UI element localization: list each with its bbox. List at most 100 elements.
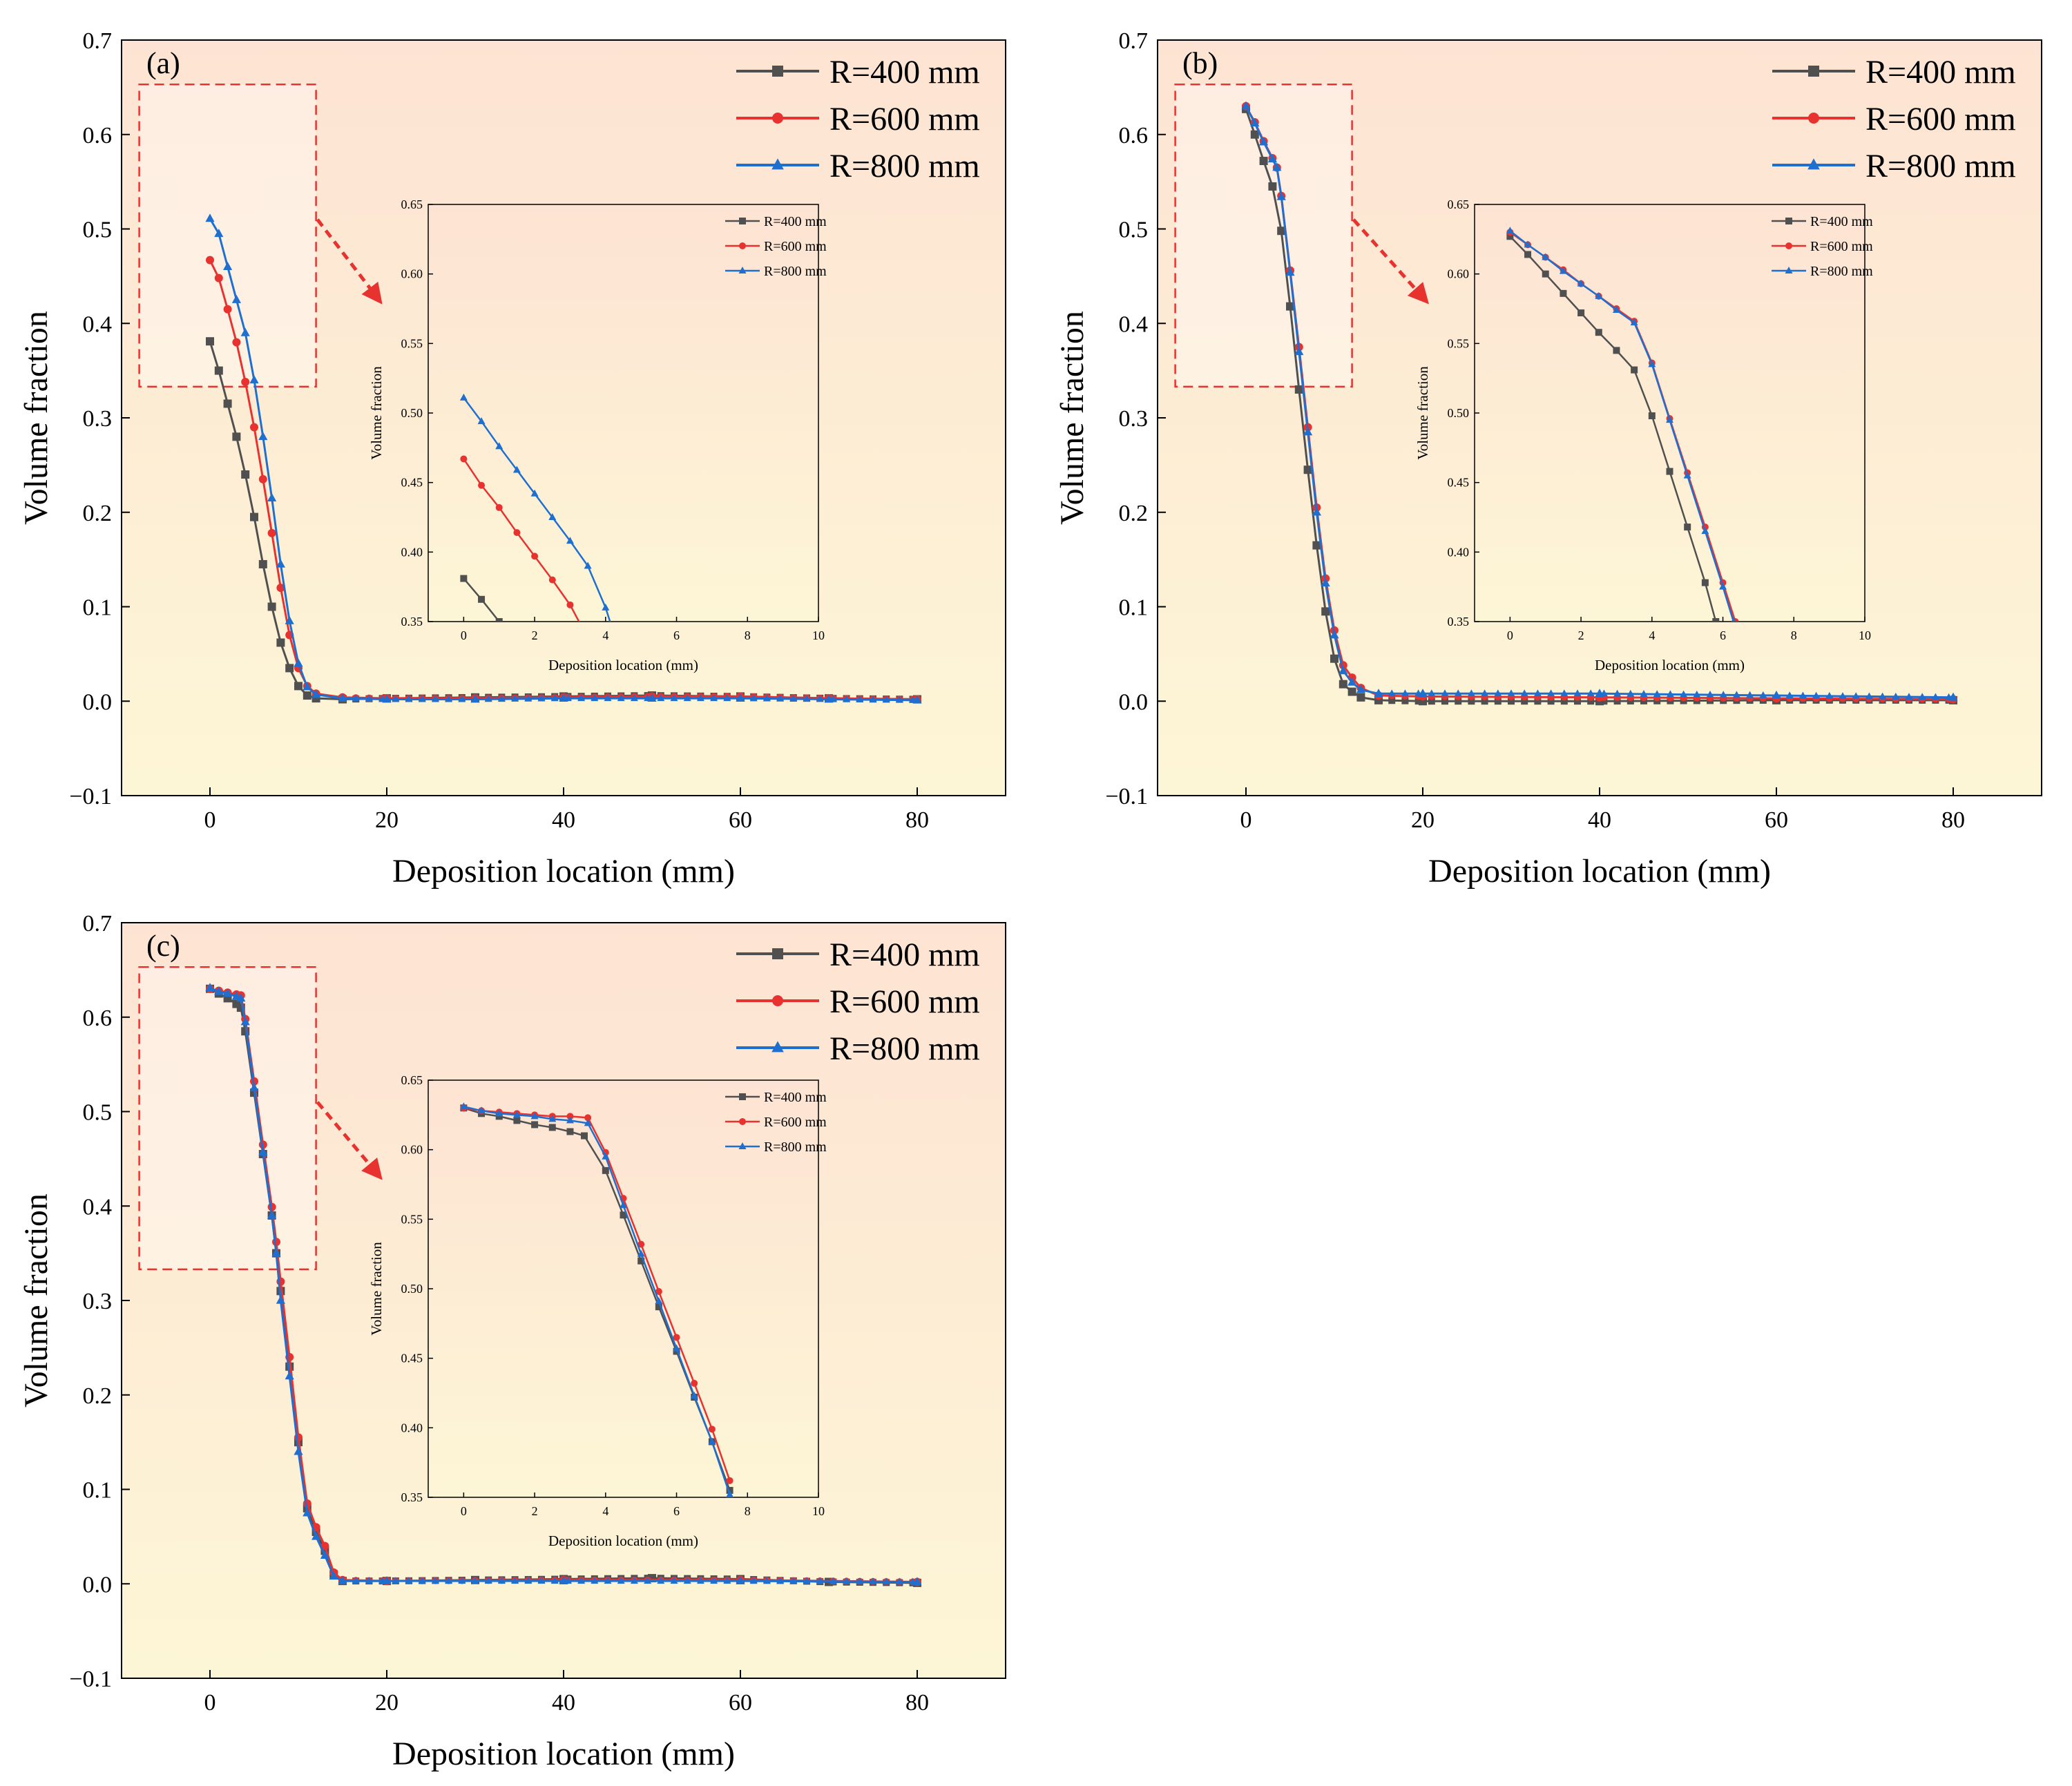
- data-point: [1277, 227, 1286, 236]
- data-point: [749, 1577, 758, 1584]
- data-point: [1600, 698, 1608, 705]
- inset-x-tick-label: 4: [602, 1504, 608, 1518]
- data-point: [1533, 689, 1542, 697]
- inset-data-point: [530, 489, 539, 497]
- data-point: [1454, 689, 1462, 697]
- inset-data-point: [1542, 270, 1549, 278]
- data-point: [214, 229, 224, 238]
- x-axis-title: Deposition location (mm): [392, 1736, 735, 1772]
- data-point: [1428, 689, 1436, 697]
- data-point: [311, 1531, 321, 1540]
- inset-data-point: [637, 1249, 645, 1257]
- data-point: [271, 1248, 281, 1257]
- x-axis-title: Deposition location (mm): [1428, 853, 1771, 890]
- data-point: [1865, 692, 1873, 700]
- data-point: [1285, 267, 1295, 276]
- data-point: [1945, 693, 1953, 700]
- data-point: [723, 694, 731, 702]
- inset-y-tick-label: 0.40: [401, 545, 423, 559]
- y-tick-label: −0.1: [69, 1667, 112, 1692]
- inset-legend-marker: [1785, 242, 1792, 249]
- inset-data-point: [726, 1486, 733, 1494]
- inset-legend-marker: [739, 1118, 746, 1125]
- inset-data-point: [1631, 366, 1638, 374]
- inset-data-point: [478, 595, 486, 603]
- data-point: [895, 695, 903, 703]
- data-point: [776, 694, 785, 702]
- data-point: [431, 1577, 439, 1584]
- data-point: [670, 694, 678, 702]
- x-tick-label: 40: [1588, 807, 1611, 833]
- inset-data-point: [1524, 251, 1532, 258]
- data-point: [232, 338, 241, 347]
- data-point: [250, 423, 258, 432]
- x-tick-label: 20: [1411, 807, 1435, 833]
- inset-data-point: [581, 1132, 588, 1140]
- y-tick-label: 0.4: [1119, 311, 1149, 337]
- data-point: [1388, 689, 1396, 697]
- legend-label: R=800 mm: [829, 1030, 980, 1067]
- data-point: [1374, 689, 1383, 697]
- inset-y-tick-label: 0.65: [1448, 198, 1470, 211]
- y-tick-label: 0.6: [1119, 123, 1149, 148]
- inset-data-point: [460, 455, 468, 463]
- data-point: [696, 694, 704, 702]
- y-axis-title: Volume fraction: [18, 311, 55, 525]
- data-point: [577, 694, 586, 702]
- inset-x-axis-title: Deposition location (mm): [548, 1533, 698, 1549]
- inset-data-point: [602, 603, 610, 611]
- y-axis-title: Volume fraction: [18, 1193, 55, 1408]
- data-point: [591, 694, 599, 702]
- inset-data-point: [1524, 240, 1532, 248]
- data-point: [524, 1577, 533, 1584]
- data-point: [1356, 693, 1365, 702]
- data-point: [418, 695, 426, 702]
- x-tick-label: 80: [905, 807, 929, 833]
- inset-y-tick-label: 0.35: [401, 615, 423, 628]
- data-point: [617, 694, 625, 702]
- data-point: [1375, 696, 1382, 704]
- inset-data-point: [548, 576, 556, 584]
- data-point: [1259, 137, 1269, 146]
- data-point: [1719, 691, 1727, 698]
- data-point: [789, 694, 798, 702]
- data-point: [829, 695, 837, 702]
- data-point: [1494, 698, 1502, 705]
- zoom-box: [138, 84, 317, 388]
- inset-data-point: [620, 1211, 627, 1219]
- inset-data-point: [620, 1201, 627, 1209]
- inset-series-group: [459, 1102, 734, 1497]
- panel-label: (b): [1182, 46, 1218, 80]
- inset-legend-marker: [738, 1142, 747, 1149]
- y-tick-label: 0.3: [83, 1289, 113, 1314]
- y-tick-label: 0.5: [1119, 218, 1149, 243]
- data-point: [303, 1508, 312, 1517]
- data-point: [1294, 385, 1303, 394]
- data-point: [285, 664, 294, 673]
- inset-data-point: [495, 618, 503, 622]
- data-point: [1798, 691, 1807, 699]
- data-point: [1706, 691, 1714, 698]
- x-tick-label: 60: [729, 807, 752, 833]
- inset-data-point: [495, 1109, 503, 1117]
- inset-data-point: [1701, 579, 1709, 586]
- data-point: [445, 1577, 453, 1584]
- data-point: [856, 1577, 864, 1585]
- data-point: [630, 1577, 638, 1584]
- data-point: [241, 378, 250, 387]
- data-point: [591, 1577, 599, 1584]
- inset-data-point: [513, 529, 521, 537]
- inset-data-point: [584, 1114, 592, 1122]
- data-point: [1839, 692, 1847, 700]
- inset-series-line-1: [463, 1107, 731, 1481]
- inset-data-point: [1595, 329, 1602, 336]
- inset-data-point: [566, 601, 574, 608]
- data-point: [250, 512, 258, 521]
- y-tick-label: 0.7: [1119, 28, 1149, 54]
- inset-plot-area: [1474, 204, 1865, 622]
- inset-x-tick-label: 8: [1791, 628, 1797, 642]
- data-point: [223, 262, 233, 270]
- data-point: [537, 1577, 546, 1584]
- data-point: [683, 694, 691, 702]
- data-point: [1547, 698, 1555, 705]
